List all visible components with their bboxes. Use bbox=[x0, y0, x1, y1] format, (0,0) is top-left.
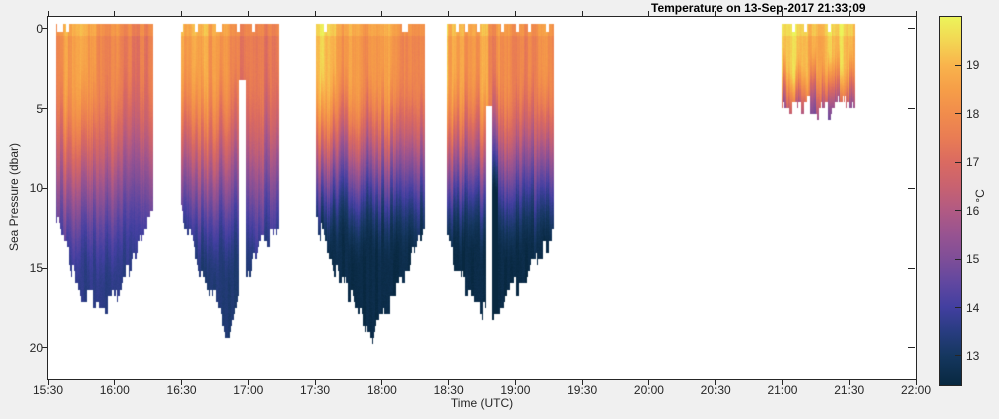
colorbar-tick-label: 17 bbox=[966, 155, 980, 170]
colorbar-tick-label: 19 bbox=[966, 58, 980, 73]
x-tick-mark-top bbox=[181, 11, 183, 16]
colorbar-tick-label: 15 bbox=[966, 252, 980, 267]
x-tick-mark bbox=[114, 380, 116, 385]
x-tick-label: 18:00 bbox=[366, 383, 397, 397]
heatmap-canvas bbox=[48, 17, 916, 379]
x-tick-label: 21:30 bbox=[834, 383, 865, 397]
x-tick-mark-top bbox=[381, 11, 383, 16]
colorbar-tick-mark bbox=[955, 113, 961, 115]
x-tick-label: 20:00 bbox=[633, 383, 664, 397]
y-tick-mark-right bbox=[908, 187, 915, 189]
x-tick-mark-top bbox=[247, 11, 249, 16]
x-tick-mark bbox=[381, 380, 383, 385]
x-tick-label: 16:00 bbox=[99, 383, 130, 397]
y-tick-label: 20 bbox=[29, 340, 43, 355]
x-tick-mark-top bbox=[648, 11, 650, 16]
x-tick-label: 20:30 bbox=[700, 383, 731, 397]
x-tick-mark bbox=[514, 380, 516, 385]
y-tick-mark-right bbox=[908, 108, 915, 110]
colorbar-tick-mark bbox=[955, 307, 961, 309]
x-tick-mark bbox=[915, 380, 917, 385]
colorbar-tick-mark bbox=[955, 355, 961, 357]
y-axis-label: Sea Pressure (dbar) bbox=[7, 142, 21, 252]
x-tick-label: 19:00 bbox=[500, 383, 531, 397]
x-tick-mark-top bbox=[915, 11, 917, 16]
x-tick-mark bbox=[848, 380, 850, 385]
x-tick-mark bbox=[648, 380, 650, 385]
y-tick-label: 10 bbox=[29, 181, 43, 196]
x-tick-mark bbox=[314, 380, 316, 385]
x-tick-mark bbox=[448, 380, 450, 385]
x-tick-mark-top bbox=[514, 11, 516, 16]
colorbar-tick-label: 16 bbox=[966, 203, 980, 218]
x-tick-mark-top bbox=[47, 11, 49, 16]
y-tick-mark bbox=[42, 187, 47, 189]
x-tick-label: 22:00 bbox=[900, 383, 932, 397]
y-tick-label: 5 bbox=[36, 101, 43, 116]
x-tick-mark bbox=[247, 380, 249, 385]
y-tick-mark-right bbox=[908, 347, 915, 349]
y-tick-label: 15 bbox=[29, 261, 43, 276]
x-tick-mark bbox=[181, 380, 183, 385]
x-tick-mark-top bbox=[715, 11, 717, 16]
x-axis-label: Time (UTC) bbox=[450, 396, 514, 410]
colorbar-tick-label: 13 bbox=[966, 348, 980, 363]
x-tick-label: 19:30 bbox=[567, 383, 598, 397]
x-tick-label: 16:30 bbox=[166, 383, 197, 397]
x-tick-label: 15:30 bbox=[32, 383, 64, 397]
y-tick-mark bbox=[42, 347, 47, 349]
x-tick-label: 17:00 bbox=[233, 383, 264, 397]
x-tick-mark-top bbox=[114, 11, 116, 16]
x-tick-mark bbox=[581, 380, 583, 385]
y-tick-mark-right bbox=[908, 28, 915, 30]
colorbar-tick-mark bbox=[955, 161, 961, 163]
colorbar-tick-mark bbox=[955, 258, 961, 260]
x-tick-mark-top bbox=[848, 11, 850, 16]
colorbar-tick-mark bbox=[955, 210, 961, 212]
y-tick-mark bbox=[42, 267, 47, 269]
y-tick-mark bbox=[42, 108, 47, 110]
colorbar-tick-mark bbox=[955, 64, 961, 66]
x-tick-label: 21:00 bbox=[767, 383, 798, 397]
x-tick-mark-top bbox=[581, 11, 583, 16]
x-tick-mark bbox=[715, 380, 717, 385]
x-tick-label: 18:30 bbox=[433, 383, 464, 397]
colorbar-tick-label: 14 bbox=[966, 300, 980, 315]
y-tick-mark-right bbox=[908, 267, 915, 269]
x-tick-mark-top bbox=[781, 11, 783, 16]
y-tick-mark bbox=[42, 28, 47, 30]
x-tick-mark bbox=[781, 380, 783, 385]
x-tick-label: 17:30 bbox=[300, 383, 331, 397]
y-tick-label: 0 bbox=[36, 21, 43, 36]
x-tick-mark bbox=[47, 380, 49, 385]
colorbar bbox=[939, 16, 962, 386]
colorbar-tick-label: 18 bbox=[966, 106, 980, 121]
x-tick-mark-top bbox=[448, 11, 450, 16]
plot-title: Temperature on 13-Sep-2017 21:33:09 bbox=[651, 1, 866, 15]
x-tick-mark-top bbox=[314, 11, 316, 16]
